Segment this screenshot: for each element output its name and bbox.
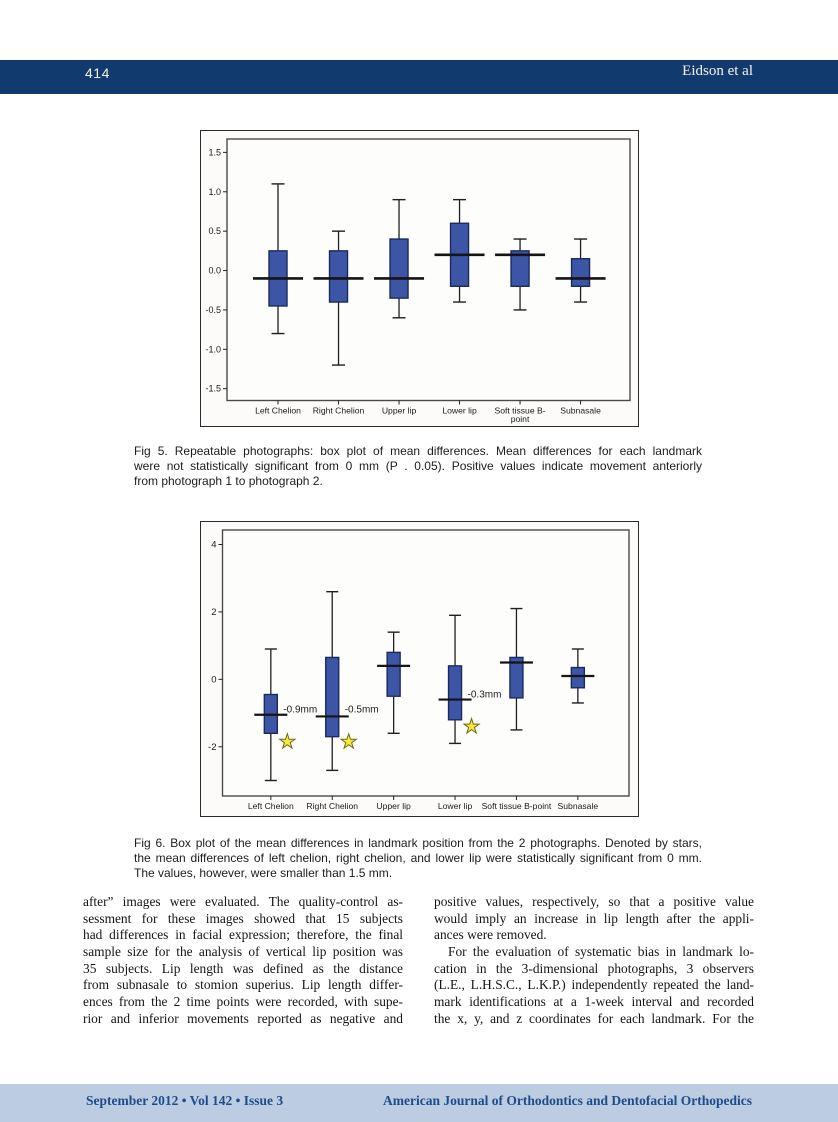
footer-band: September 2012 • Vol 142 • Issue 3 Ameri… (0, 1084, 838, 1122)
y-tick-label: -2 (208, 742, 216, 753)
figure5-boxplot: 1.5 1.0 0.5 0.0 -0.5 -1.0 -1.5 Left Chelion Righ… (200, 130, 639, 427)
body-text-line: from subnasale to stomion superius. Lip … (83, 977, 403, 993)
header-bar: 414 Eidson et al (0, 60, 838, 94)
body-text-line: 35 subjects. Lip length was defined as t… (83, 960, 403, 976)
caption-line: The values, however, were smaller than 1… (134, 865, 393, 880)
body-text-line: (L.E., L.H.S.C., L.K.P.) independently r… (434, 977, 754, 993)
plot-area-frame (226, 138, 631, 402)
body-text-line: had differences in facial expression; th… (83, 927, 403, 943)
caption-line: the mean differences of left chelion, ri… (134, 850, 702, 865)
x-category-label: Upper lip (382, 406, 417, 416)
box (570, 258, 591, 287)
figure6-boxplot-svg: 4 2 0 -2 Left Chelion Right Chelion Upper lip L… (208, 529, 630, 811)
body-text-line: the x, y, and z coordinates for each lan… (434, 1010, 754, 1026)
y-tick-label: 2 (211, 607, 216, 618)
y-tick-label: -1.5 (205, 384, 221, 394)
body-text-line: ances were removed. (434, 927, 547, 943)
mean-difference-label: -0.9mm (283, 705, 317, 716)
x-category-label: Upper lip (376, 801, 411, 811)
body-text-line: after” images were evaluated. The qualit… (83, 894, 403, 909)
body-text-line: For the evaluation of systematic bias in… (448, 943, 754, 959)
box (510, 250, 530, 287)
body-text-line: sessment for these images showed that 15… (83, 910, 403, 926)
x-category-label: Left Chelion (255, 406, 301, 416)
box (386, 651, 401, 697)
x-category-label: Left Chelion (248, 801, 294, 811)
figure6-caption: Fig 6. Box plot of the mean differences … (134, 836, 702, 880)
body-text-line: mark identifications at a 1-week interva… (434, 993, 754, 1009)
mean-difference-label: -0.5mm (345, 705, 379, 716)
box (509, 656, 524, 699)
caption-line: were not statistically significant from … (134, 458, 702, 473)
y-tick-label: 0 (211, 675, 216, 686)
body-text-line: cation in the 3-dimensional photographs,… (434, 960, 754, 976)
significance-star-icon (278, 732, 297, 750)
x-category-label: Lower lip (438, 801, 473, 811)
figure6-boxplot: 4 2 0 -2 Left Chelion Right Chelion Upper lip L… (200, 521, 639, 817)
significance-star-icon (462, 716, 481, 735)
y-tick-label: 0.5 (208, 226, 221, 236)
x-category-label: Lower lip (442, 406, 477, 416)
y-tick-label: 0.0 (208, 266, 221, 276)
body-text-line: rior and inferior movements reported as … (83, 1010, 403, 1026)
footer-journal-name: American Journal of Orthodontics and Den… (383, 1093, 752, 1108)
page-number: 414 (85, 65, 110, 81)
figure5-caption: Fig 5. Repeatable photographs: box plot … (134, 444, 702, 488)
y-tick-label: 4 (211, 540, 216, 551)
figure5-boxplot-svg: 1.5 1.0 0.5 0.0 -0.5 -1.0 -1.5 Left Chelion Righ… (205, 138, 631, 424)
caption-line: from photograph 1 to photograph 2. (134, 473, 323, 488)
y-tick-label: 1.5 (208, 147, 221, 157)
body-text-line: ences from the 2 time points were record… (83, 993, 403, 1009)
box (447, 665, 463, 721)
running-head: Eidson et al (682, 63, 753, 79)
significance-star-icon (339, 732, 358, 750)
box (325, 656, 340, 738)
x-category-label: Right Chelion (313, 406, 365, 416)
y-tick-label: -0.5 (205, 305, 221, 315)
footer-issue-info: September 2012 • Vol 142 • Issue 3 (86, 1093, 284, 1108)
y-tick-label: 1.0 (208, 187, 221, 197)
x-category-label: Soft tissue B- (494, 406, 545, 416)
plot-area-frame (221, 529, 630, 797)
body-text-line: would imply an increase in lip length af… (434, 910, 754, 926)
body-text-line: positive values, respectively, so that a… (434, 894, 754, 909)
box (328, 250, 349, 303)
x-category-label: Right Chelion (306, 801, 358, 811)
body-column-right: positive values, respectively, so that a… (434, 894, 754, 1027)
box (570, 666, 586, 689)
x-category-label: point (511, 414, 530, 424)
y-tick-label: -1.0 (205, 344, 221, 354)
body-column-left: after” images were evaluated. The qualit… (83, 894, 403, 1027)
box (389, 238, 409, 299)
caption-line: Fig 5. Repeatable photographs: box plot … (134, 444, 702, 458)
x-category-label: Subnasale (560, 406, 601, 416)
x-category-label: Subnasale (558, 801, 599, 811)
body-text-line: sample size for the analysis of vertical… (83, 943, 403, 959)
caption-line: Fig 6. Box plot of the mean differences … (134, 836, 702, 850)
mean-difference-label: -0.3mm (468, 690, 502, 701)
x-category-label: Soft tissue B-point (482, 801, 552, 811)
